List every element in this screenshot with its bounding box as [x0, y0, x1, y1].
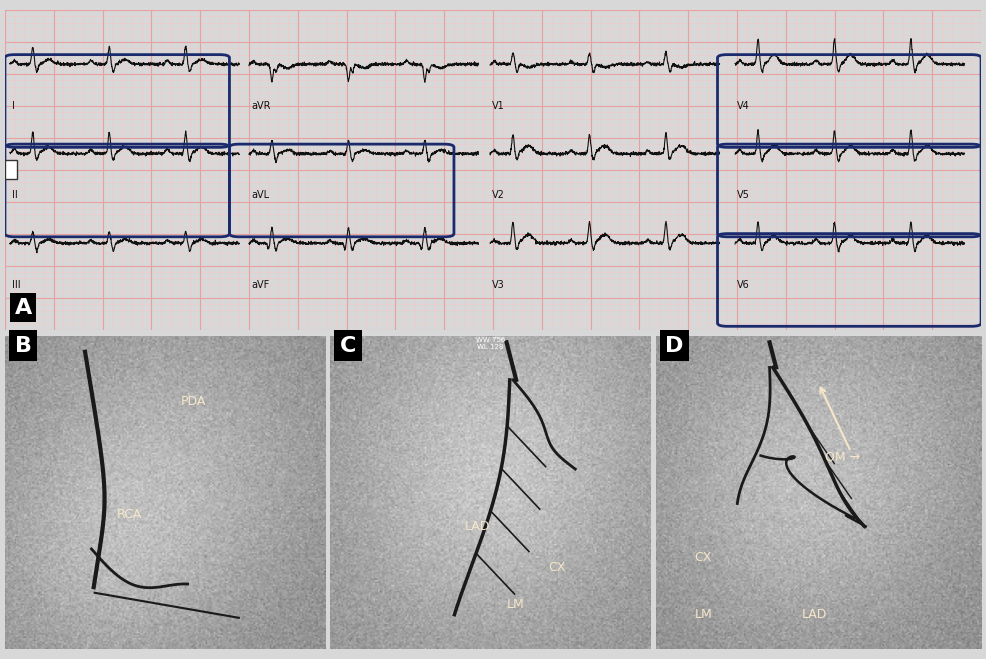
Text: CX: CX — [548, 561, 566, 574]
Text: V4: V4 — [737, 101, 749, 111]
Text: III: III — [12, 280, 21, 290]
Text: aVF: aVF — [250, 280, 269, 290]
Text: PDA: PDA — [181, 395, 206, 408]
Text: B: B — [15, 335, 32, 356]
Text: OM →: OM → — [825, 451, 860, 465]
Text: WW 756
WL 128: WW 756 WL 128 — [476, 337, 505, 350]
Text: C: C — [340, 335, 356, 356]
Text: LM: LM — [695, 608, 713, 621]
Text: LAD: LAD — [803, 608, 827, 621]
Text: V5: V5 — [737, 190, 750, 200]
Text: CX: CX — [695, 552, 712, 565]
Text: V6: V6 — [737, 280, 749, 290]
Text: A: A — [15, 297, 32, 318]
Text: LM: LM — [507, 598, 525, 612]
Text: II: II — [12, 190, 18, 200]
Text: I: I — [12, 101, 15, 111]
Text: aVR: aVR — [250, 101, 270, 111]
Text: V1: V1 — [492, 101, 505, 111]
Text: aVL: aVL — [250, 190, 269, 200]
Text: V2: V2 — [492, 190, 505, 200]
FancyBboxPatch shape — [5, 160, 17, 179]
Text: LAD: LAD — [465, 520, 490, 533]
Text: D: D — [666, 335, 684, 356]
Text: RCA: RCA — [117, 507, 142, 521]
Text: V3: V3 — [492, 280, 505, 290]
